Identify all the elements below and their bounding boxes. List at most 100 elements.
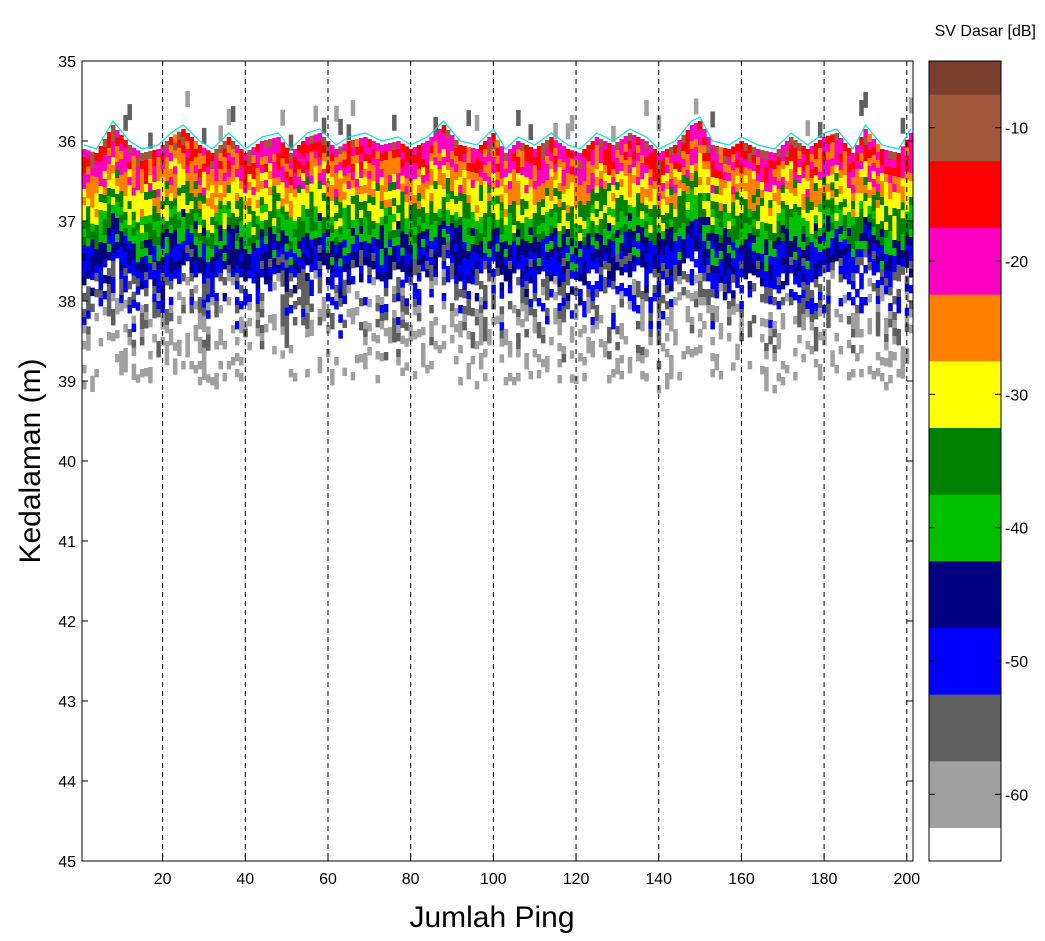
sv-cell [400,303,405,313]
sv-cell [590,221,596,230]
sv-cell [317,285,323,294]
sv-cell [177,315,182,325]
sv-cell [251,155,257,164]
sv-cell [404,210,410,219]
sv-cell [396,261,401,270]
sv-cell [875,304,881,313]
sv-cell [549,337,554,346]
sv-cell [487,177,492,186]
sv-cell [875,352,881,361]
sv-cell [462,266,467,275]
sv-cell [813,271,819,280]
sv-cell [230,357,236,366]
sv-cell [110,317,116,326]
sv-cell [487,201,492,210]
sv-cell [834,221,839,230]
sv-cell [441,245,447,254]
sv-cell [722,204,728,213]
sv-cell [445,154,451,163]
sv-cell [226,137,232,146]
sv-cell [309,207,314,217]
sv-cell [677,268,682,277]
sv-cell [230,149,236,158]
sv-cell [284,147,290,157]
sv-cell [185,341,190,350]
sv-cell [280,142,285,151]
sv-cell [222,165,228,174]
sv-cell [516,349,521,358]
sv-cell [619,235,624,244]
sv-cell [718,211,724,220]
sv-cell [210,217,215,226]
sv-cell [524,273,529,282]
sv-cell [793,348,798,357]
sv-cell [755,189,761,198]
sv-cell [342,239,347,249]
sv-cell [871,195,877,204]
sv-cell [367,267,372,276]
sv-cell [346,285,352,294]
sv-cell [387,143,393,152]
sv-cell [193,301,199,310]
sv-cell [565,181,571,190]
sv-cell [714,314,720,323]
sv-cell [383,280,389,289]
sv-cell [131,163,137,173]
sv-cell [797,191,802,200]
sv-cell [751,235,757,244]
sv-cell [144,216,149,225]
sv-cell [367,179,372,188]
sv-cell [747,249,753,258]
sv-cell [342,175,347,185]
sv-cell [280,246,285,255]
sv-cell [867,158,873,167]
sv-cell [660,183,666,192]
sv-cell [301,213,306,222]
sv-cell [830,158,835,167]
sv-cell [511,177,517,186]
sv-cell [702,185,707,194]
sv-cell [660,271,666,280]
sv-cell [437,225,443,234]
sv-cell [557,279,562,288]
sv-cell [499,170,505,179]
sv-cell [557,319,562,328]
sv-cell [664,221,670,230]
sv-cell [888,303,893,312]
sv-cell [598,243,604,252]
sv-cell [214,173,219,182]
sv-cell [611,281,616,290]
sv-cell [532,213,538,222]
sv-cell [718,227,724,236]
sv-cell [640,243,645,252]
sv-cell [172,366,178,375]
sv-cell [82,165,87,174]
sv-cell [549,273,554,282]
sv-cell [359,154,364,163]
sv-cell [317,165,323,174]
sv-cell [131,315,137,325]
sv-cell [540,263,546,272]
sv-cell [268,171,273,180]
sv-cell [855,353,860,362]
sv-cell [569,222,575,231]
sv-cell [317,317,323,326]
sv-cell [139,369,145,378]
sv-cell [689,189,695,198]
sv-cell [908,285,913,294]
sv-cell [172,254,178,263]
sv-cell [445,274,451,283]
sv-cell [86,150,91,159]
sv-cell [784,181,790,190]
sv-cell [801,234,806,243]
sv-cell [239,149,244,158]
sv-cell [797,303,802,312]
sv-cell [607,239,612,248]
sv-cell [383,328,389,337]
sv-cell [268,235,273,244]
sv-cell [693,259,699,268]
sv-cell [809,194,815,203]
sv-cell [772,257,777,266]
sv-cell [172,222,178,231]
sv-cell [805,285,811,294]
